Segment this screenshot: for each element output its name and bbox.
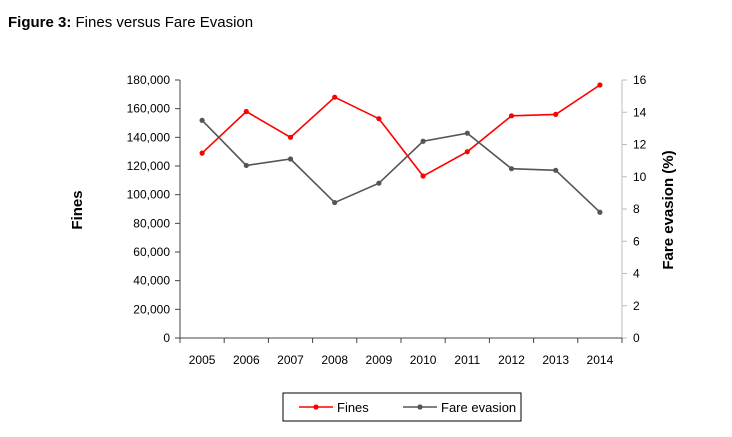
data-point (243, 162, 249, 169)
y2-axis-label: Fare evasion (%) (660, 150, 677, 269)
legend-label: Fare evasion (441, 400, 516, 415)
x-tick-label: 2010 (410, 353, 437, 367)
y2-tick-label: 2 (633, 299, 640, 313)
legend-label: Fines (337, 400, 369, 415)
data-point (376, 180, 382, 186)
data-point (376, 116, 382, 122)
x-tick-label: 2011 (454, 353, 480, 367)
series-line-1 (201, 119, 601, 213)
data-point (508, 113, 515, 119)
data-point (243, 108, 249, 115)
series-line-0 (201, 84, 601, 178)
legend-marker (313, 404, 319, 410)
data-point (464, 130, 470, 136)
y2-tick-label: 4 (633, 267, 640, 281)
y2-tick-label: 6 (633, 234, 640, 248)
y2-tick-label: 10 (633, 170, 647, 184)
legend-marker (417, 404, 423, 410)
figure-label: Figure 3: (8, 14, 72, 31)
x-tick-label: 2006 (233, 353, 260, 367)
y-tick-label: 120,000 (127, 159, 171, 173)
data-point (420, 138, 426, 144)
x-tick-label: 2014 (587, 353, 614, 367)
y-tick-label: 60,000 (133, 245, 170, 259)
data-point (508, 166, 515, 172)
y-axis-label: Fines (69, 190, 86, 229)
x-tick-label: 2012 (498, 353, 525, 367)
y-tick-label: 100,000 (127, 188, 171, 202)
y2-tick-label: 8 (633, 202, 640, 216)
data-point (199, 117, 205, 123)
y-tick-label: 180,000 (127, 73, 171, 87)
data-point (332, 199, 338, 206)
data-point (287, 134, 294, 140)
data-point (597, 209, 603, 215)
data-point (199, 150, 205, 156)
data-point (553, 167, 559, 173)
y2-tick-label: 14 (633, 105, 647, 119)
y-tick-label: 0 (163, 331, 170, 345)
x-tick-label: 2008 (321, 353, 348, 367)
x-tick-label: 2007 (277, 353, 304, 367)
chart-title: Fines versus Fare Evasion (75, 14, 254, 31)
x-tick-label: 2009 (366, 353, 393, 367)
y-tick-label: 20,000 (133, 302, 170, 316)
data-point (420, 173, 426, 179)
y-tick-label: 80,000 (133, 216, 170, 230)
y2-tick-label: 16 (633, 73, 647, 87)
y-tick-label: 40,000 (133, 274, 170, 288)
x-tick-label: 2013 (542, 353, 569, 367)
figure-title: Figure 3: Fines versus Fare Evasion (8, 14, 253, 31)
data-point (553, 111, 559, 117)
data-point (597, 82, 603, 88)
data-point (332, 94, 338, 100)
y2-tick-label: 12 (633, 138, 647, 152)
y-tick-label: 160,000 (127, 102, 171, 116)
y-tick-label: 140,000 (127, 130, 171, 144)
x-tick-label: 2005 (189, 353, 216, 367)
y2-tick-label: 0 (633, 331, 640, 345)
data-point (287, 156, 294, 162)
data-point (464, 149, 470, 155)
